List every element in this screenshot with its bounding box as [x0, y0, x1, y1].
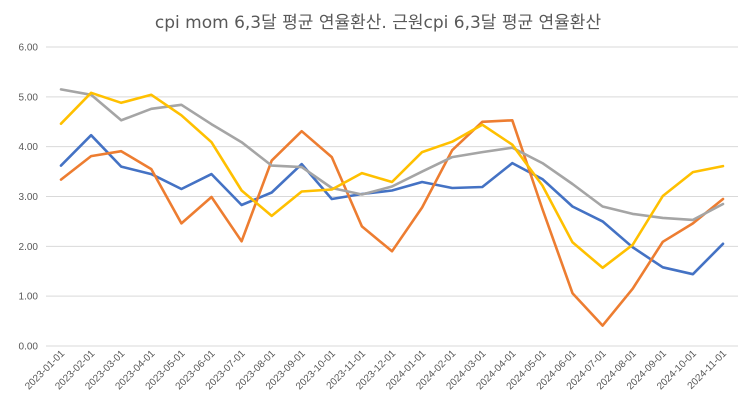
- gridlines: [46, 46, 738, 347]
- y-tick-label: 1.00: [19, 292, 39, 303]
- y-axis-ticks: 0.00 1.00 2.00 3.00 4.00 5.00 6.00: [19, 43, 39, 353]
- series-orange-line: [59, 119, 725, 327]
- series-gray-line: [59, 88, 725, 222]
- chart-title: cpi mom 6,3달 평균 연율환산. 근원cpi 6,3달 평균 연율환산: [154, 13, 602, 33]
- y-tick-label: 0.00: [19, 342, 39, 353]
- series-blue-line: [59, 133, 725, 276]
- y-tick-label: 6.00: [19, 43, 39, 54]
- y-tick-label: 5.00: [19, 92, 39, 103]
- series-yellow-line: [59, 91, 725, 270]
- y-tick-label: 2.00: [19, 242, 39, 253]
- y-tick-label: 3.00: [19, 192, 39, 203]
- y-tick-label: 4.00: [19, 142, 39, 153]
- x-axis-ticks: 2023-01-012023-02-012023-03-012023-04-01…: [23, 348, 729, 392]
- series-lines: [59, 88, 725, 327]
